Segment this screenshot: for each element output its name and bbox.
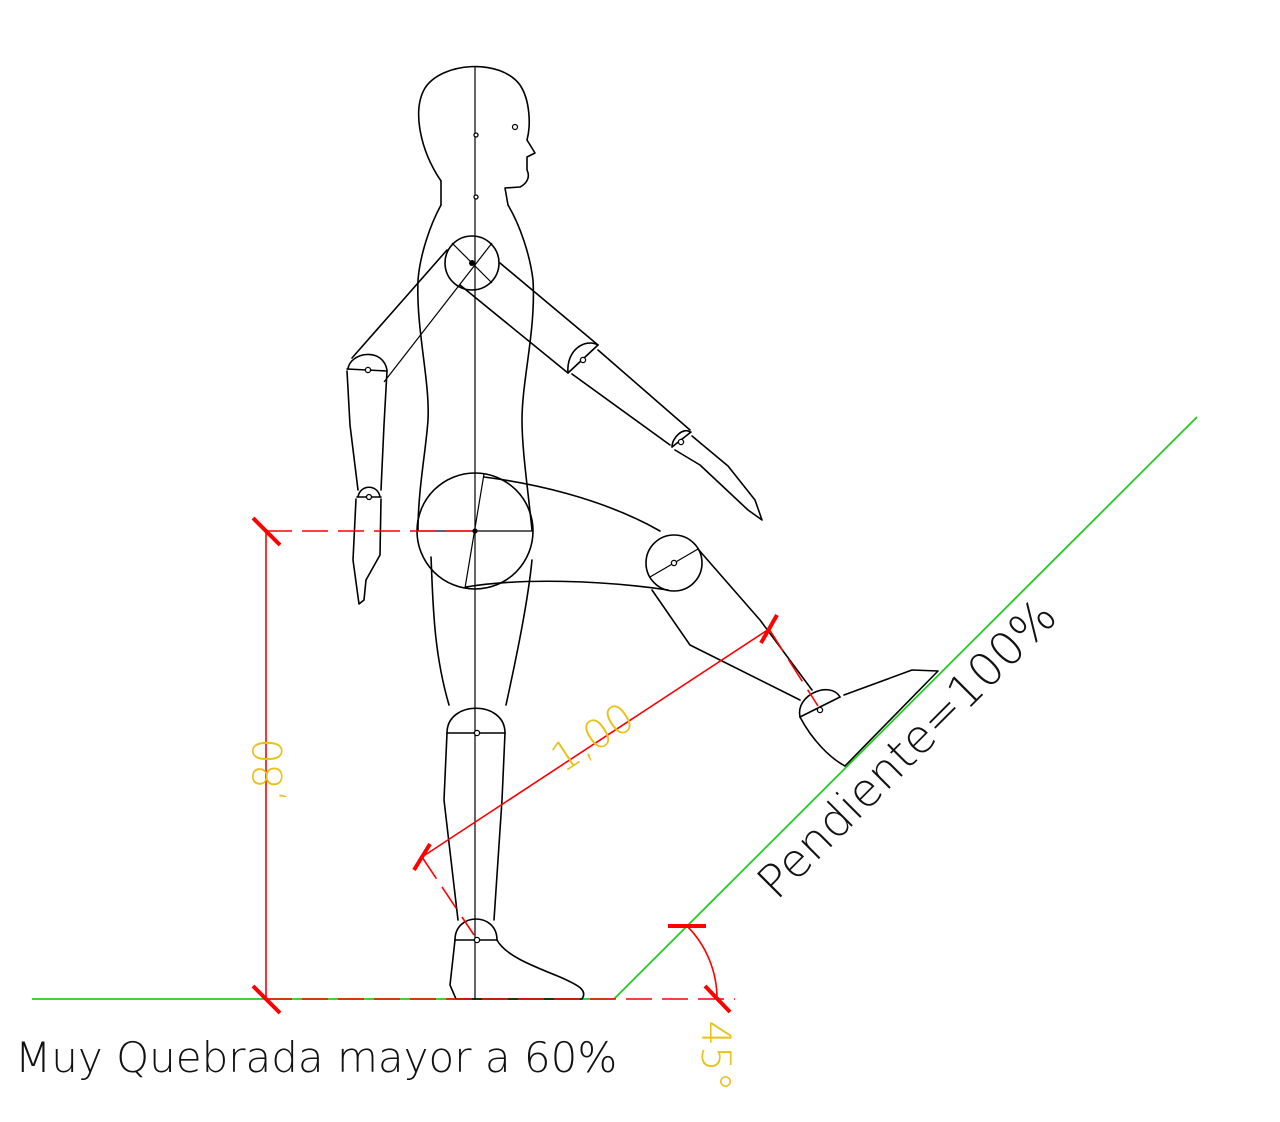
raised-knee-point <box>670 559 678 567</box>
standing-knee-cap <box>446 707 506 734</box>
step-dimension-line <box>421 628 770 858</box>
step-extension-upper <box>768 628 819 707</box>
raised-ankle-cap <box>798 688 841 718</box>
shoulder-point <box>469 260 475 266</box>
back-wrist-joint <box>365 493 373 501</box>
height-tick-top <box>251 516 282 547</box>
raised-ankle-joint <box>816 706 824 714</box>
angle-arc <box>686 925 718 1000</box>
slope-label: Pendiente=100% <box>746 588 1067 909</box>
standing-shin <box>443 732 506 921</box>
height-tick-bottom <box>251 984 282 1015</box>
neck-point <box>473 194 479 200</box>
back-upper-arm <box>351 249 448 359</box>
back-forearm <box>346 370 388 491</box>
angle-label: 45° <box>692 1021 738 1092</box>
standing-ankle-joint <box>473 936 481 944</box>
step-extension-lower <box>421 856 475 936</box>
raised-foot <box>799 669 939 767</box>
back-elbow-cap <box>347 353 388 371</box>
front-elbow-joint <box>579 356 587 364</box>
hip-point <box>472 528 478 534</box>
labels: ,80 1,00 45° Pendiente=100% Muy Quebrada… <box>15 588 1067 1091</box>
torso-back <box>417 204 442 531</box>
eye-icon <box>511 123 519 131</box>
angle-tick-ground <box>703 984 732 1014</box>
front-wrist-cap <box>671 429 691 448</box>
raised-knee-joint <box>645 534 703 592</box>
step-tick-lower <box>412 842 432 872</box>
shoulder-joint <box>444 235 500 291</box>
front-wrist-joint <box>677 438 685 446</box>
dimensions <box>251 516 819 1015</box>
height-dimension-label: ,80 <box>246 738 292 802</box>
standing-ankle-cap <box>454 918 498 941</box>
human-figure <box>346 65 939 1000</box>
shoulder-cross-b <box>383 242 493 383</box>
raised-thigh <box>465 476 669 591</box>
head-outline <box>417 65 536 206</box>
front-upper-arm <box>459 262 599 374</box>
back-elbow-joint <box>364 366 372 374</box>
standing-knee-joint <box>473 729 481 737</box>
standing-foot <box>449 939 585 1000</box>
back-wrist-cap <box>357 486 381 498</box>
head-center-point <box>473 132 479 138</box>
step-dimension-label: 1,00 <box>543 694 643 781</box>
front-elbow-cap <box>567 342 599 374</box>
torso-front <box>507 204 535 531</box>
terrain-caption: Muy Quebrada mayor a 60% <box>15 1033 617 1082</box>
front-forearm <box>571 349 691 446</box>
front-hand <box>674 435 763 521</box>
raised-shin <box>651 548 813 701</box>
step-tick-upper <box>759 614 779 644</box>
slope-ground-line <box>613 416 1198 1000</box>
standing-thigh <box>430 556 533 706</box>
back-hand <box>352 498 382 605</box>
